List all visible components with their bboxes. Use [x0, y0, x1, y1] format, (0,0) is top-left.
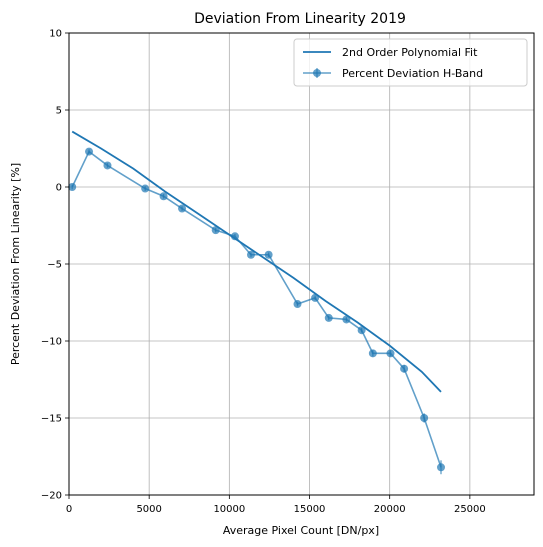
data-point: [437, 463, 445, 472]
y-tick-label: −20: [41, 491, 62, 502]
data-point: [368, 349, 377, 358]
data-point: [85, 147, 94, 156]
data-point: [324, 313, 333, 322]
data-point: [400, 364, 409, 373]
data-point: [211, 226, 220, 235]
fit-line: [71, 130, 442, 393]
y-tick-label: 5: [56, 106, 62, 117]
legend-data-label: Percent Deviation H-Band: [342, 67, 483, 80]
legend-box: [293, 38, 528, 87]
x-tick-label: 0: [66, 504, 72, 515]
x-axis-label: Average Pixel Count [DN/px]: [223, 524, 379, 537]
measured-series: [68, 147, 445, 475]
grid-lines: [68, 32, 534, 496]
data-point: [68, 183, 77, 191]
x-tick-label: 20000: [374, 504, 406, 515]
data-point: [386, 349, 395, 358]
legend-data-swatch-marker: [313, 69, 321, 77]
y-tick-label: 10: [49, 29, 62, 40]
data-point: [342, 315, 351, 324]
data-point: [311, 293, 320, 302]
x-tick-label: 15000: [294, 504, 326, 515]
y-tick-label: −15: [41, 414, 62, 425]
axis-ticks: 0 5000 10000 15000 20000 25000 −20 −15 −10 −5 0 5 10: [41, 29, 486, 516]
data-point: [293, 300, 302, 309]
data-point: [178, 204, 187, 213]
x-tick-label: 25000: [454, 504, 486, 515]
legend: 2nd Order Polynomial Fit Percent Deviati…: [293, 38, 528, 87]
legend-fit-label: 2nd Order Polynomial Fit: [342, 46, 478, 59]
data-point: [264, 250, 273, 259]
x-tick-label: 10000: [213, 504, 245, 515]
data-point: [230, 232, 239, 241]
data-point: [420, 414, 429, 422]
data-point: [357, 326, 366, 335]
data-line: [71, 150, 442, 468]
data-point: [103, 161, 112, 170]
data-point: [159, 192, 168, 201]
y-tick-label: 0: [56, 183, 62, 194]
y-axis-label: Percent Deviation From Linearity [%]: [9, 163, 22, 365]
fit-series: [71, 130, 442, 393]
data-point: [246, 250, 255, 259]
data-point: [141, 184, 150, 193]
chart-title: Deviation From Linearity 2019: [194, 11, 406, 27]
y-tick-label: −5: [47, 260, 62, 271]
y-tick-label: −10: [41, 337, 62, 348]
x-tick-label: 5000: [136, 504, 161, 515]
